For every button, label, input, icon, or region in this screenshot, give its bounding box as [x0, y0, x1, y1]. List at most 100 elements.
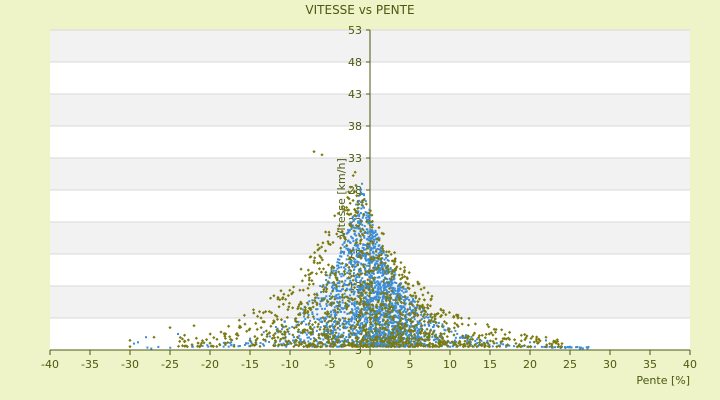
scatter-point-olive [343, 301, 348, 305]
scatter-point-olive [364, 269, 368, 274]
scatter-point-olive [185, 345, 189, 349]
scatter-point-olive [391, 334, 396, 338]
scatter-point-olive [345, 263, 349, 267]
scatter-point-blue [381, 270, 384, 273]
scatter-point-blue [325, 323, 328, 326]
scatter-point-blue [553, 346, 556, 349]
scatter-point-blue [361, 223, 364, 226]
scatter-point-blue [365, 238, 368, 241]
x-tick-label: -5 [325, 358, 336, 371]
scatter-point-olive [356, 272, 360, 276]
scatter-point-blue [419, 327, 422, 330]
scatter-point-blue [395, 298, 398, 301]
scatter-point-blue [381, 263, 384, 266]
scatter-point-blue [332, 272, 335, 275]
scatter-point-blue [403, 309, 406, 312]
scatter-point-blue [300, 341, 303, 344]
scatter-point-olive [374, 337, 379, 341]
scatter-point-olive [180, 344, 185, 348]
scatter-point-olive [335, 232, 339, 236]
scatter-point-olive [331, 340, 335, 344]
scatter-point-blue [398, 334, 401, 337]
scatter-point-olive [327, 312, 331, 316]
scatter-point-olive [399, 322, 403, 326]
scatter-point-blue [357, 247, 360, 250]
scatter-point-olive [348, 257, 352, 261]
scatter-point-olive [355, 339, 359, 344]
scatter-point-olive [312, 292, 317, 296]
scatter-point-olive [269, 311, 274, 315]
scatter-point-blue [390, 339, 393, 342]
scatter-point-blue [336, 335, 339, 338]
scatter-point-olive [391, 305, 395, 310]
scatter-point-olive [325, 287, 329, 291]
scatter-point-blue [336, 258, 339, 261]
scatter-point-olive [358, 241, 362, 246]
scatter-point-blue [381, 266, 384, 269]
scatter-point-olive [399, 301, 404, 305]
scatter-point-olive [354, 241, 358, 245]
scatter-point-olive [323, 249, 328, 253]
scatter-point-blue [331, 323, 334, 326]
scatter-point-olive [422, 319, 426, 323]
scatter-point-blue [343, 240, 346, 243]
scatter-point-blue [345, 258, 348, 261]
scatter-point-olive [381, 267, 385, 271]
scatter-point-blue [169, 346, 172, 349]
scatter-point-olive [318, 345, 323, 349]
scatter-point-olive [350, 290, 354, 294]
scatter-point-blue [343, 292, 346, 295]
scatter-point-olive [376, 265, 380, 269]
scatter-point-blue [311, 311, 314, 314]
scatter-point-blue [409, 312, 412, 315]
scatter-point-olive [328, 315, 332, 319]
scatter-point-blue [387, 335, 390, 338]
scatter-point-olive [183, 339, 187, 343]
scatter-point-olive [331, 316, 335, 320]
scatter-point-blue [385, 281, 388, 284]
scatter-point-olive [362, 265, 366, 269]
scatter-point-olive [283, 336, 287, 340]
scatter-point-blue [369, 276, 372, 279]
scatter-point-olive [357, 318, 362, 323]
scatter-point-blue [410, 322, 413, 325]
scatter-point-blue [428, 324, 431, 327]
scatter-point-blue [341, 301, 344, 304]
scatter-point-olive [259, 316, 263, 320]
scatter-point-blue [378, 282, 381, 285]
scatter-point-blue [304, 318, 307, 321]
scatter-point-olive [389, 336, 394, 341]
scatter-point-olive [477, 340, 482, 345]
scatter-point-olive [294, 316, 298, 321]
scatter-point-blue [366, 320, 369, 323]
scatter-point-olive [327, 340, 331, 344]
scatter-point-blue [361, 216, 364, 219]
scatter-point-blue [382, 300, 385, 303]
scatter-point-olive [351, 298, 355, 302]
scatter-point-blue [360, 327, 363, 330]
scatter-point-olive [306, 315, 310, 319]
scatter-point-olive [356, 337, 360, 341]
scatter-point-olive [386, 264, 390, 268]
scatter-point-blue [393, 343, 396, 346]
scatter-point-olive [403, 274, 407, 279]
scatter-point-blue [360, 262, 363, 265]
scatter-point-blue [390, 318, 393, 321]
scatter-point-blue [324, 343, 327, 346]
scatter-point-blue [354, 239, 357, 242]
scatter-point-olive [347, 329, 351, 333]
scatter-point-blue [464, 334, 467, 337]
scatter-point-blue [353, 316, 356, 319]
scatter-point-blue [392, 322, 395, 325]
scatter-point-blue [359, 293, 362, 296]
scatter-point-olive [494, 327, 498, 332]
scatter-point-blue [380, 249, 383, 252]
scatter-point-blue [320, 291, 323, 294]
scatter-point-olive [326, 320, 330, 324]
scatter-point-olive [458, 339, 462, 343]
scatter-point-olive [292, 341, 297, 345]
scatter-point-blue [379, 267, 382, 270]
scatter-point-blue [346, 271, 349, 274]
scatter-point-olive [464, 335, 468, 340]
scatter-point-olive [277, 343, 281, 347]
